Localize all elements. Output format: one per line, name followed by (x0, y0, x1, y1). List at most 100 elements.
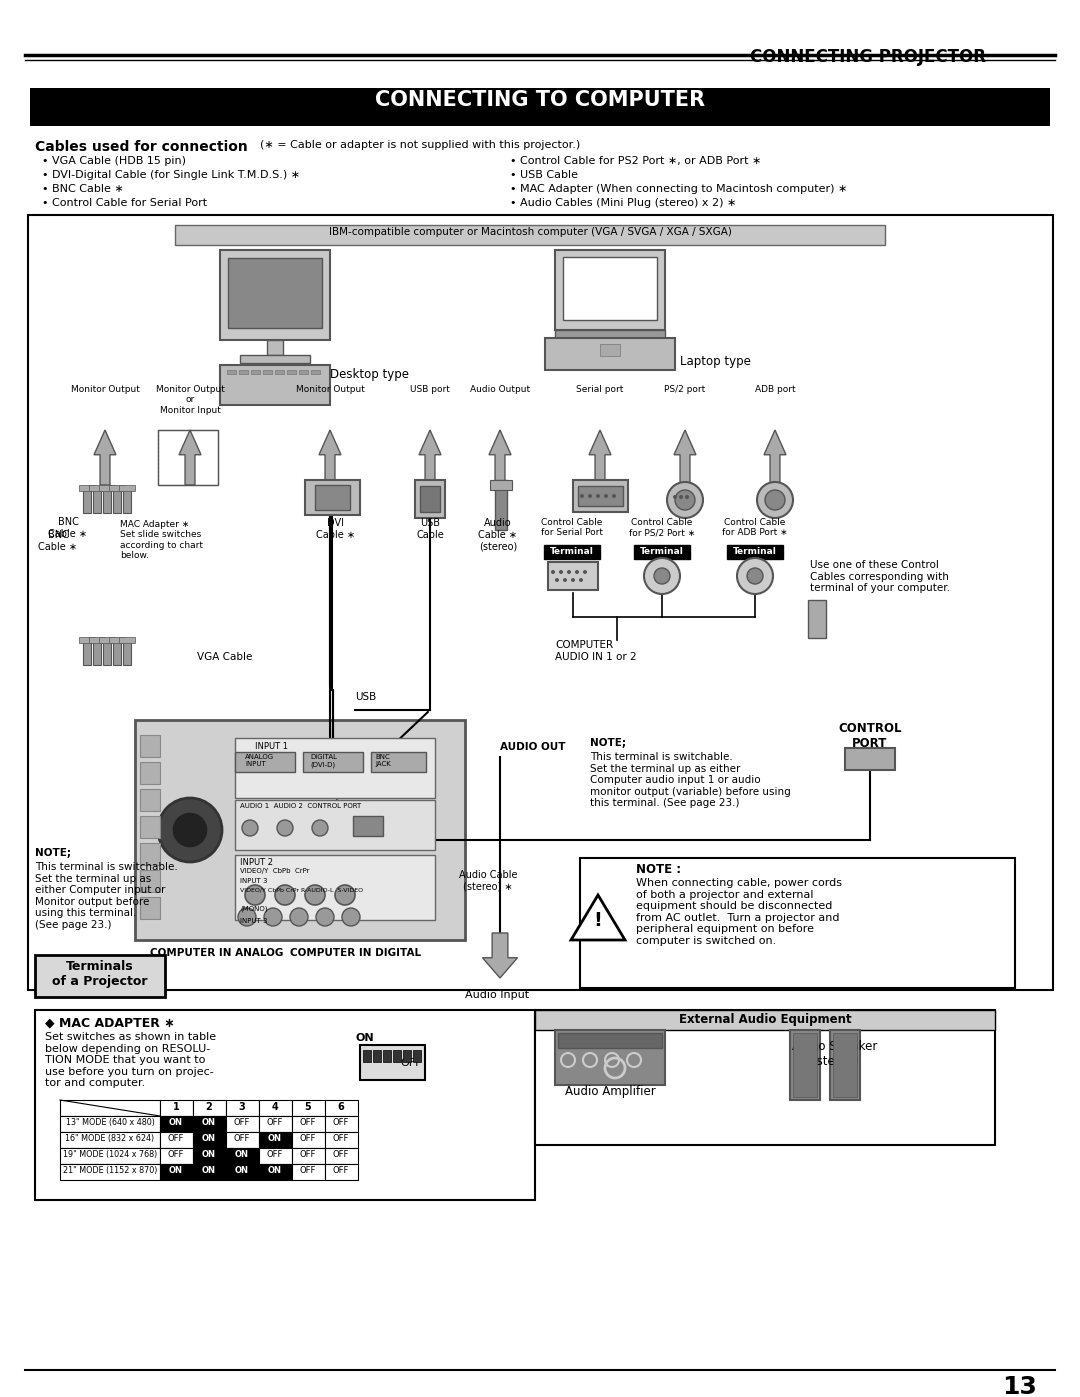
Text: • DVI-Digital Cable (for Single Link T.M.D.S.) ∗: • DVI-Digital Cable (for Single Link T.M… (42, 170, 300, 180)
Circle shape (305, 886, 325, 905)
Text: ANALOG
INPUT: ANALOG INPUT (245, 754, 274, 767)
Text: 3: 3 (239, 1102, 245, 1112)
Bar (226, 1164, 259, 1180)
Bar (158, 430, 218, 485)
Bar (363, 1051, 372, 1062)
Text: USB
Cable: USB Cable (416, 518, 444, 539)
Text: COMPUTER
AUDIO IN 1 or 2: COMPUTER AUDIO IN 1 or 2 (555, 640, 636, 662)
Bar (193, 1164, 226, 1180)
Bar (140, 789, 160, 812)
Bar (79, 485, 95, 490)
Bar (555, 1030, 665, 1085)
Bar (535, 1010, 995, 1146)
Bar (99, 637, 114, 643)
Polygon shape (571, 895, 625, 940)
Bar (140, 761, 160, 784)
Bar (325, 1148, 357, 1164)
Text: OFF: OFF (333, 1134, 349, 1143)
Circle shape (596, 495, 600, 497)
Bar (35, 956, 165, 997)
Bar (325, 1116, 357, 1132)
Bar (292, 1148, 325, 1164)
Text: Terminal: Terminal (550, 548, 594, 556)
Text: INPUT 1: INPUT 1 (255, 742, 288, 752)
Circle shape (644, 557, 680, 594)
Text: Monitor Output
or
Monitor Input: Monitor Output or Monitor Input (156, 386, 225, 415)
Bar (393, 1051, 401, 1062)
Text: OFF: OFF (233, 1134, 251, 1143)
Bar (235, 738, 435, 798)
Circle shape (673, 495, 677, 499)
Bar (415, 481, 445, 518)
Text: Control Cable
for ADB Port ∗: Control Cable for ADB Port ∗ (723, 518, 787, 538)
Bar (548, 562, 598, 590)
Text: This terminal is switchable.
Set the terminal up as either
Computer audio input : This terminal is switchable. Set the ter… (590, 752, 791, 809)
Bar (600, 344, 620, 356)
Bar (235, 752, 295, 773)
Bar (305, 481, 360, 515)
Bar (60, 1164, 160, 1180)
Bar (634, 545, 690, 559)
Text: ON: ON (202, 1118, 216, 1127)
Bar (251, 370, 260, 374)
Text: OFF: OFF (300, 1150, 316, 1160)
Text: 6: 6 (338, 1102, 345, 1112)
Bar (193, 1116, 226, 1132)
Text: BNC
Cable ∗: BNC Cable ∗ (49, 517, 87, 539)
Text: • VGA Cable (HDB 15 pin): • VGA Cable (HDB 15 pin) (42, 156, 186, 166)
Bar (325, 1164, 357, 1180)
Circle shape (275, 886, 295, 905)
Bar (793, 1032, 816, 1097)
Bar (28, 215, 1053, 990)
Circle shape (685, 495, 689, 499)
Text: OFF: OFF (300, 1134, 316, 1143)
Text: OFF: OFF (233, 1118, 251, 1127)
Text: 2: 2 (205, 1102, 213, 1112)
Bar (30, 88, 1050, 126)
Bar (578, 486, 623, 506)
Text: INPUT 3: INPUT 3 (240, 918, 268, 923)
Text: Terminals
of a Projector: Terminals of a Projector (52, 960, 148, 988)
Bar (558, 1032, 662, 1048)
Bar (299, 370, 308, 374)
Bar (175, 225, 885, 244)
Bar (535, 1010, 995, 1030)
Polygon shape (94, 430, 116, 485)
Text: Serial port: Serial port (577, 386, 623, 394)
Text: OFF: OFF (267, 1150, 283, 1160)
Circle shape (757, 482, 793, 518)
Bar (373, 1051, 381, 1062)
Bar (831, 1030, 860, 1099)
Bar (808, 599, 826, 638)
Bar (275, 370, 284, 374)
Text: INPUT 2: INPUT 2 (240, 858, 273, 868)
Bar (160, 1099, 193, 1116)
Circle shape (335, 886, 355, 905)
Bar (555, 250, 665, 330)
Bar (140, 842, 160, 865)
Polygon shape (179, 430, 201, 485)
Bar (789, 1030, 820, 1099)
Text: USB port: USB port (410, 386, 450, 394)
Bar (226, 1099, 259, 1116)
Circle shape (567, 570, 571, 574)
Circle shape (551, 570, 555, 574)
Bar (240, 355, 310, 363)
Text: (∗ = Cable or adapter is not supplied with this projector.): (∗ = Cable or adapter is not supplied wi… (260, 140, 580, 149)
Circle shape (312, 820, 328, 835)
Text: ON: ON (168, 1166, 183, 1175)
Bar (235, 800, 435, 849)
Text: Monitor Output: Monitor Output (70, 386, 139, 394)
Bar (727, 545, 783, 559)
Text: OFF: OFF (300, 1118, 316, 1127)
Text: BNC
JACK: BNC JACK (375, 754, 391, 767)
Circle shape (583, 570, 588, 574)
Bar (563, 257, 657, 320)
Bar (220, 365, 330, 405)
Circle shape (654, 569, 670, 584)
Bar (259, 1099, 292, 1116)
Bar (413, 1051, 421, 1062)
Text: 13" MODE (640 x 480): 13" MODE (640 x 480) (66, 1118, 154, 1127)
Text: NOTE :: NOTE : (636, 863, 681, 876)
Text: 19" MODE (1024 x 768): 19" MODE (1024 x 768) (63, 1150, 157, 1160)
